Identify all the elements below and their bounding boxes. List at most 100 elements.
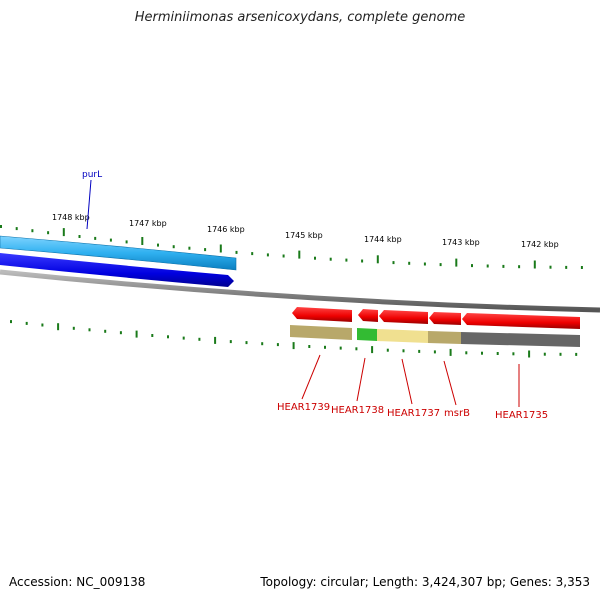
ruler-minor-tick bbox=[151, 334, 154, 337]
msrb-leader bbox=[443, 360, 457, 406]
hear1735-feature bbox=[461, 332, 580, 347]
ruler-minor-tick bbox=[324, 345, 326, 349]
ruler-minor-tick bbox=[245, 341, 248, 345]
ruler-minor-tick bbox=[361, 259, 364, 263]
ruler-minor-tick bbox=[559, 352, 562, 356]
ruler-minor-tick bbox=[580, 266, 583, 269]
ruler-minor-tick bbox=[392, 261, 395, 265]
hear1739-label: HEAR1739 bbox=[277, 402, 330, 413]
ruler-minor-tick bbox=[104, 329, 107, 333]
tick-label-1748: 1748 kbp bbox=[52, 213, 90, 222]
tick-label-1746: 1746 kbp bbox=[207, 225, 245, 234]
tick-label-1743: 1743 kbp bbox=[442, 238, 480, 247]
ruler-major-tick bbox=[214, 336, 217, 344]
ruler-minor-tick bbox=[418, 349, 421, 353]
ruler-minor-tick bbox=[167, 335, 169, 339]
ruler-minor-tick bbox=[549, 265, 552, 269]
ruler-minor-tick bbox=[386, 348, 389, 352]
genome-backbone bbox=[0, 269, 600, 313]
tick-label-1747: 1747 kbp bbox=[129, 219, 167, 228]
ruler-major-tick bbox=[141, 237, 144, 245]
ruler-minor-tick bbox=[471, 264, 473, 268]
hear1737-label: HEAR1737 bbox=[387, 408, 440, 419]
ruler-minor-tick bbox=[512, 352, 515, 356]
tick-label-1742: 1742 kbp bbox=[521, 240, 559, 249]
ruler-minor-tick bbox=[157, 243, 159, 247]
ruler-minor-tick bbox=[266, 253, 269, 257]
ruler-minor-tick bbox=[308, 345, 311, 348]
ruler-major-tick bbox=[533, 260, 536, 269]
ruler-minor-tick bbox=[15, 227, 18, 231]
ruler-minor-tick bbox=[119, 331, 122, 335]
hear1737-feature bbox=[377, 329, 428, 343]
ruler-major-tick bbox=[57, 323, 60, 331]
ruler-minor-tick bbox=[543, 352, 546, 356]
ruler-major-tick bbox=[449, 348, 452, 356]
msrb-cds bbox=[429, 312, 461, 325]
ruler-minor-tick bbox=[10, 320, 12, 324]
hear1738-feature bbox=[357, 328, 377, 341]
ruler-major-tick bbox=[219, 244, 222, 253]
ruler-minor-tick bbox=[276, 343, 279, 347]
ruler-minor-tick bbox=[502, 264, 505, 268]
hear1738-leader bbox=[356, 357, 366, 402]
ruler-minor-tick bbox=[251, 252, 254, 256]
ruler-minor-tick bbox=[565, 265, 568, 269]
ruler-minor-tick bbox=[481, 351, 483, 355]
ruler-major-tick bbox=[528, 350, 531, 358]
ruler-ticks-lower bbox=[10, 320, 578, 358]
hear1735-cds bbox=[462, 313, 580, 329]
hear1735-label: HEAR1735 bbox=[495, 410, 548, 421]
ruler-minor-tick bbox=[314, 256, 316, 260]
ruler-minor-tick bbox=[88, 328, 91, 332]
hear1738-cds bbox=[358, 309, 378, 322]
ruler-minor-tick bbox=[109, 238, 112, 242]
genome-summary-text: Topology: circular; Length: 3,424,307 bp… bbox=[260, 575, 590, 589]
ruler-minor-tick bbox=[172, 245, 175, 249]
ruler-major-tick bbox=[292, 342, 295, 350]
ruler-major-tick bbox=[135, 330, 138, 338]
ruler-minor-tick bbox=[47, 231, 50, 235]
ruler-minor-tick bbox=[339, 346, 342, 350]
ruler-minor-tick bbox=[94, 236, 97, 240]
ruler-minor-tick bbox=[182, 336, 185, 340]
ruler-minor-tick bbox=[198, 337, 201, 341]
ruler-minor-tick bbox=[575, 352, 578, 356]
hear1739-feature bbox=[290, 325, 352, 340]
ruler-minor-tick bbox=[433, 350, 436, 354]
ruler-ticks-upper bbox=[0, 225, 583, 269]
ruler-minor-tick bbox=[402, 349, 405, 353]
ruler-major-tick bbox=[298, 250, 301, 259]
ruler-minor-tick bbox=[408, 261, 411, 265]
ruler-minor-tick bbox=[235, 250, 238, 254]
genome-title: Herminiimonas arsenicoxydans, complete g… bbox=[134, 10, 466, 25]
hear1737-cds bbox=[379, 310, 428, 324]
msrb-label: msrB bbox=[444, 408, 470, 419]
hear1738-label: HEAR1738 bbox=[331, 405, 384, 416]
ruler-major-tick bbox=[62, 228, 65, 237]
ruler-minor-tick bbox=[25, 321, 28, 325]
purl-cds-band bbox=[0, 235, 237, 271]
ruler-minor-tick bbox=[345, 258, 348, 262]
purl-gene-arrow bbox=[0, 253, 234, 287]
tick-label-1744: 1744 kbp bbox=[364, 235, 402, 244]
ruler-minor-tick bbox=[0, 225, 2, 228]
hear1739-cds bbox=[292, 307, 352, 322]
ruler-minor-tick bbox=[188, 246, 191, 250]
tick-label-1745: 1745 kbp bbox=[285, 231, 323, 240]
ruler-minor-tick bbox=[41, 323, 44, 327]
ruler-minor-tick bbox=[204, 248, 207, 252]
ruler-minor-tick bbox=[486, 264, 489, 268]
ruler-minor-tick bbox=[282, 254, 285, 258]
ruler-major-tick bbox=[371, 346, 374, 354]
ruler-minor-tick bbox=[439, 263, 442, 267]
purl-leader bbox=[86, 179, 92, 230]
ruler-minor-tick bbox=[496, 352, 499, 355]
ruler-minor-tick bbox=[78, 235, 81, 238]
ruler-minor-tick bbox=[261, 342, 264, 346]
ruler-minor-tick bbox=[229, 340, 232, 344]
ruler-minor-tick bbox=[465, 351, 468, 355]
ruler-major-tick bbox=[455, 258, 458, 267]
